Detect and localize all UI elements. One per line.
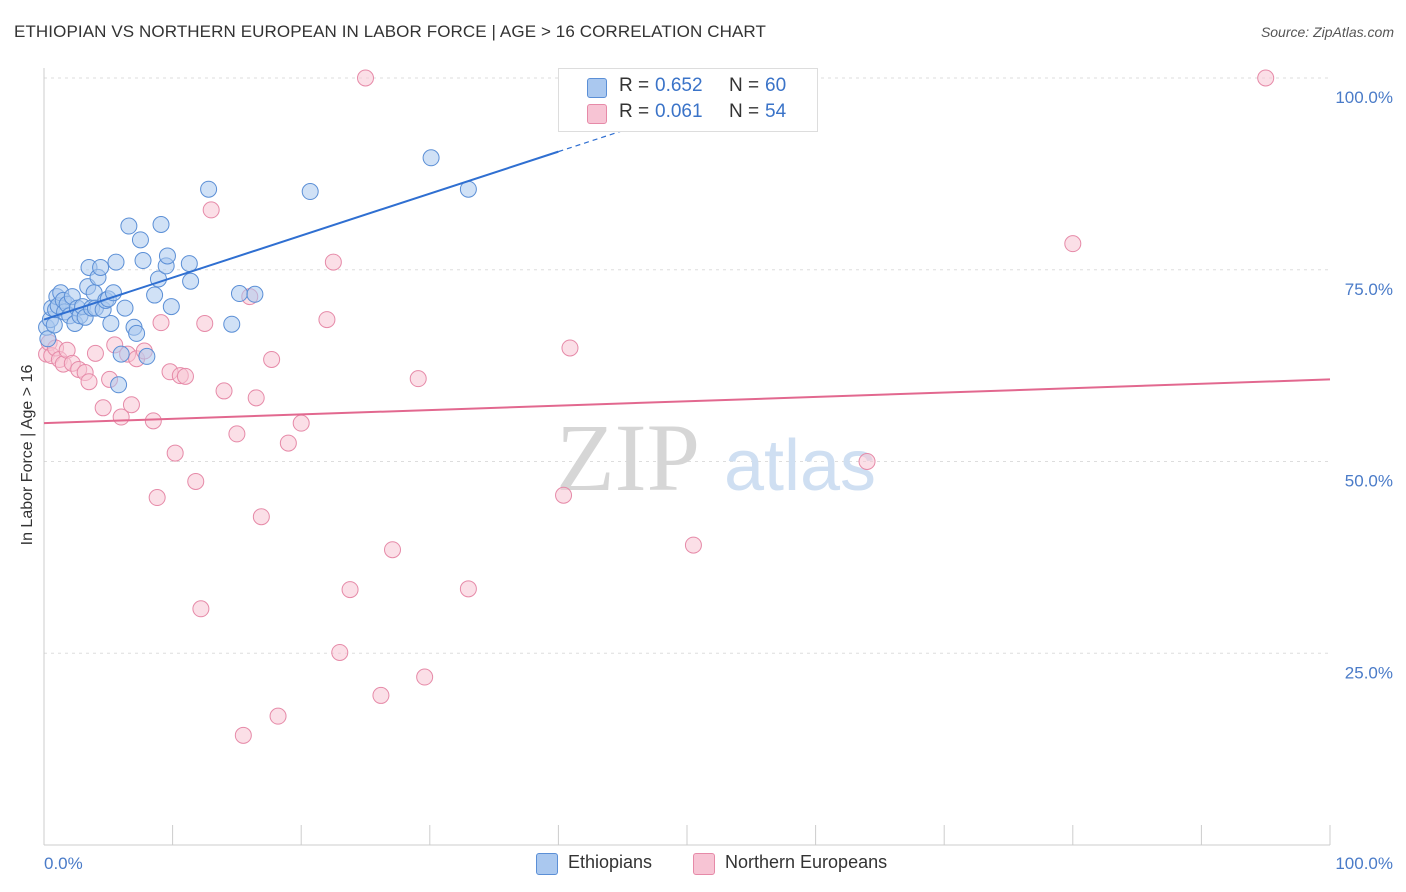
ethiopian-point [138,347,156,365]
ethiopian-point [104,284,122,302]
ethiopian-point [223,315,241,333]
northern-european-point [80,373,98,391]
ethiopians-swatch [536,853,558,875]
northern-european-point [561,339,579,357]
northern-european-point [86,344,104,362]
series-legend: Ethiopians Northern Europeans [0,850,1406,880]
ethiopian-point [92,258,110,276]
ethiopian-point [134,252,152,270]
ethiopians-points [38,149,477,394]
northern-european-point [263,350,281,368]
ethiopian-point [120,217,138,235]
x-tick-label: 100.0% [1335,854,1393,873]
northern-european-point [357,69,374,87]
ethiopian-point [39,330,57,348]
northern-european-point [409,370,427,388]
ethiopians-trend-line [43,150,559,321]
legend-label-ethiopians: Ethiopians [568,852,653,872]
r-value: 0.061 [655,101,703,122]
watermark: ZIP atlas [556,404,876,511]
northern-europeans-trend-line [43,378,1331,425]
ethiopian-point [128,324,146,342]
tick-labels: 25.0% 50.0% 75.0% 100.0% 0.0% 100.0% [44,88,1393,873]
northern-european-point [384,541,402,559]
y-tick-label: 50.0% [1345,472,1393,491]
northern-european-point [166,444,184,462]
northern-european-point [331,643,349,661]
northern-european-point [196,314,214,332]
northern-european-point [192,600,210,618]
northern-european-point [152,314,170,332]
northern-european-point [1257,69,1275,87]
northern-europeans-swatch [693,853,715,875]
northern-european-point [1064,235,1082,253]
ethiopian-point [246,285,264,303]
chart-title: ETHIOPIAN VS NORTHERN EUROPEAN IN LABOR … [14,22,766,41]
ethiopian-point [152,215,170,233]
ethiopian-point [110,376,128,394]
northern-european-point [247,389,265,407]
northern-european-point [187,472,205,490]
northern-european-point [144,412,162,430]
northern-european-point [292,414,310,432]
r-label: R = [619,101,650,122]
y-tick-label: 25.0% [1345,663,1393,682]
ethiopian-point [131,231,149,249]
trend-lines [43,119,1331,425]
ethiopian-point [158,247,176,265]
northern-european-point [228,425,246,443]
northern-european-point [215,382,233,400]
northern-european-point [324,253,342,271]
northern-european-point [318,311,336,329]
grid-lines [44,77,1330,654]
ethiopian-point [107,253,125,271]
ethiopian-point [422,149,440,167]
ethiopian-point [146,286,164,304]
n-value: 54 [765,101,787,122]
ethiopian-point [102,314,120,332]
correlation-legend: R = 0.652 N = 60 R = 0.061 N = 54 [558,68,818,132]
n-label: N = [729,75,760,96]
axes [43,68,1331,846]
watermark-atlas: atlas [724,426,876,506]
y-tick-label: 75.0% [1345,280,1393,299]
northern-european-point [459,580,477,598]
ethiopian-point [230,285,248,303]
northern-european-point [555,486,573,504]
northern-europeans-swatch [587,104,607,124]
northern-european-point [148,489,166,507]
northern-european-point [176,367,194,385]
northern-european-point [269,707,287,725]
ethiopian-point [116,299,134,317]
ethiopian-point [200,180,218,198]
northern-european-point [279,434,297,452]
ethiopian-point [180,255,198,273]
northern-european-point [341,581,359,599]
northern-european-point [94,399,112,417]
northern-european-point [416,668,434,686]
ethiopian-point [45,316,63,334]
source-label: Source: ZipAtlas.com [1260,24,1394,40]
n-label: N = [729,101,760,122]
northern-european-point [252,508,270,526]
y-tick-label: 100.0% [1335,88,1393,107]
ethiopian-point [112,345,130,363]
ethiopian-point [301,183,319,201]
r-label: R = [619,75,650,96]
ethiopians-swatch [587,78,607,98]
northern-european-point [234,726,252,744]
northern-european-point [202,201,220,219]
ethiopian-point [182,272,200,290]
northern-european-point [372,686,390,704]
legend-label-northern-europeans: Northern Europeans [725,852,888,872]
r-value: 0.652 [655,75,703,96]
northern-european-point [858,453,876,470]
x-tick-label: 0.0% [44,854,83,873]
northern-european-point [684,536,702,554]
northern-european-point [122,396,140,414]
ethiopian-point [162,298,180,316]
n-value: 60 [765,75,787,96]
watermark-zip: ZIP [556,404,700,511]
